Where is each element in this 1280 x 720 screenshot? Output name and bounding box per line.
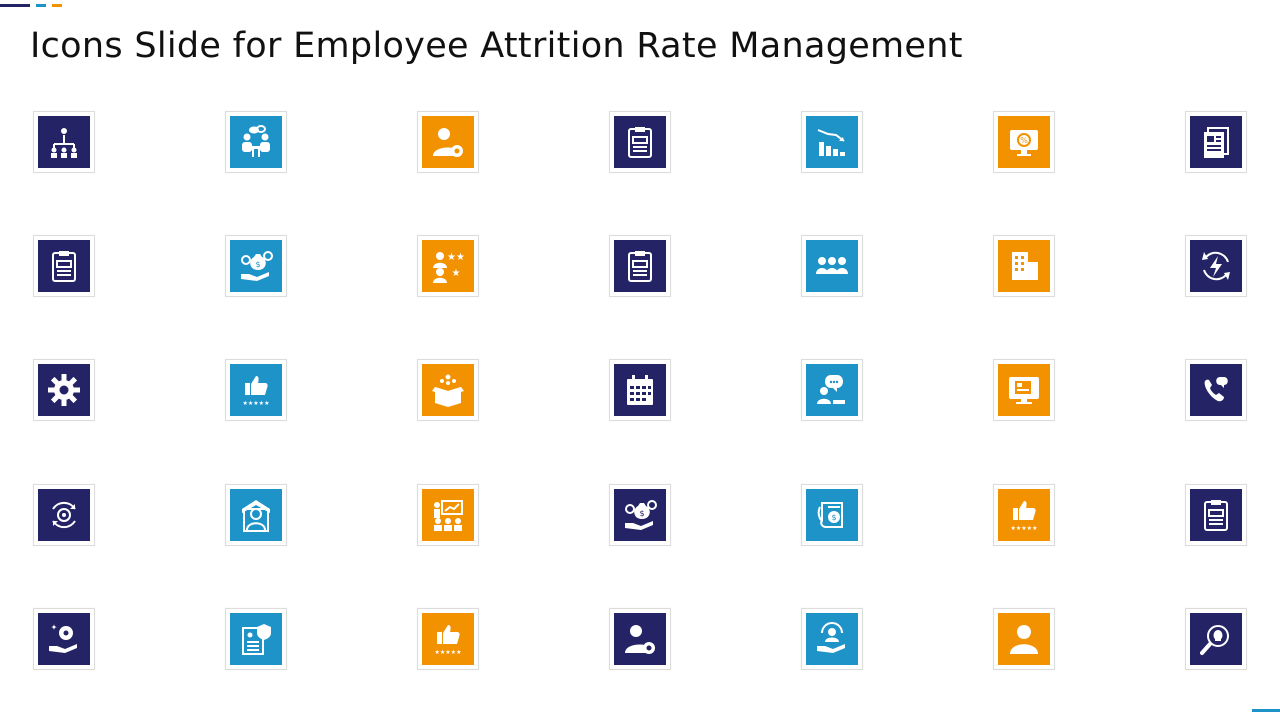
svg-text:$: $: [639, 509, 644, 518]
calendar-icon: [614, 364, 666, 416]
icon-tile: [33, 235, 95, 297]
icon-tile: [33, 484, 95, 546]
icon-tile: [33, 111, 95, 173]
svg-text:★★★★★: ★★★★★: [243, 400, 270, 407]
office-building-icon: [998, 240, 1050, 292]
svg-text:★★★★★: ★★★★★: [435, 649, 462, 656]
svg-text:✦: ✦: [51, 623, 58, 632]
hand-user-icon: [806, 613, 858, 665]
icon-tile: [801, 111, 863, 173]
thumbs-up-rating-icon: ★★★★★: [998, 489, 1050, 541]
icon-tile: [1185, 359, 1247, 421]
user-settings-icon: [422, 116, 474, 168]
user-chat-icon: [806, 364, 858, 416]
clipboard-icon: [614, 240, 666, 292]
icon-tile: ★★★★★: [225, 359, 287, 421]
clipboard-icon: [38, 240, 90, 292]
user-settings-icon: [614, 613, 666, 665]
icon-tile: [609, 608, 671, 670]
accent-bar-navy: [0, 4, 30, 7]
icon-tile: [993, 235, 1055, 297]
icon-tile: [801, 608, 863, 670]
icon-tile: ✦: [33, 608, 95, 670]
icon-tile: [1185, 484, 1247, 546]
thumbs-up-rating-icon: ★★★★★: [230, 364, 282, 416]
accent-bar-blue: [36, 4, 46, 7]
monitor-document-icon: [998, 364, 1050, 416]
icon-tile: [1185, 235, 1247, 297]
footer-accent-line: [1252, 709, 1280, 712]
monitor-discount-icon: %: [998, 116, 1050, 168]
search-idea-icon: [1190, 613, 1242, 665]
icon-tile: ★★★★★: [417, 608, 479, 670]
icon-tile: [993, 359, 1055, 421]
icon-tile: [609, 111, 671, 173]
svg-text:%: %: [1020, 136, 1028, 145]
icon-tile: ★★★★★: [993, 484, 1055, 546]
icon-tile: [417, 111, 479, 173]
svg-text:★: ★: [452, 268, 461, 279]
thumbs-up-rating-icon: ★★★★★: [422, 613, 474, 665]
gear-icon: [38, 364, 90, 416]
svg-text:★★: ★★: [447, 252, 465, 263]
icon-tile: [609, 359, 671, 421]
icon-tile: [225, 111, 287, 173]
icon-tile: [225, 608, 287, 670]
icon-tile: ★★ ★: [417, 235, 479, 297]
icon-tile: $: [801, 484, 863, 546]
icon-tile: $: [609, 484, 671, 546]
clipboard-icon: [1190, 489, 1242, 541]
icon-tile: [417, 359, 479, 421]
hand-gear-icon: ✦: [38, 613, 90, 665]
icon-tile: [417, 484, 479, 546]
document-dollar-icon: $: [806, 489, 858, 541]
gear-cycle-icon: [38, 489, 90, 541]
icon-tile: [225, 484, 287, 546]
icon-tile: [33, 359, 95, 421]
svg-text:$: $: [255, 260, 260, 269]
icon-tile: [1185, 111, 1247, 173]
icon-tile: [801, 235, 863, 297]
icon-tile: %: [993, 111, 1055, 173]
accent-bar-orange: [52, 4, 62, 7]
team-group-icon: [806, 240, 858, 292]
icon-tile: $: [225, 235, 287, 297]
user-icon: [998, 613, 1050, 665]
icon-tile: [1185, 608, 1247, 670]
team-meeting-icon: [230, 116, 282, 168]
presentation-team-icon: [422, 489, 474, 541]
icon-tile: [801, 359, 863, 421]
energy-cycle-icon: [1190, 240, 1242, 292]
icon-tile: [993, 608, 1055, 670]
document-icon: [1190, 116, 1242, 168]
package-box-icon: [422, 364, 474, 416]
slide-title: Icons Slide for Employee Attrition Rate …: [30, 26, 963, 66]
icon-tile: [609, 235, 671, 297]
employee-protection-icon: [230, 489, 282, 541]
money-hand-icon: $: [614, 489, 666, 541]
employee-rating-icon: ★★ ★: [422, 240, 474, 292]
declining-chart-icon: [806, 116, 858, 168]
svg-text:★★★★★: ★★★★★: [1011, 525, 1038, 532]
svg-text:$: $: [831, 513, 836, 522]
org-hierarchy-icon: [38, 116, 90, 168]
clipboard-icon: [614, 116, 666, 168]
document-shield-icon: [230, 613, 282, 665]
phone-chat-icon: [1190, 364, 1242, 416]
money-hand-icon: $: [230, 240, 282, 292]
